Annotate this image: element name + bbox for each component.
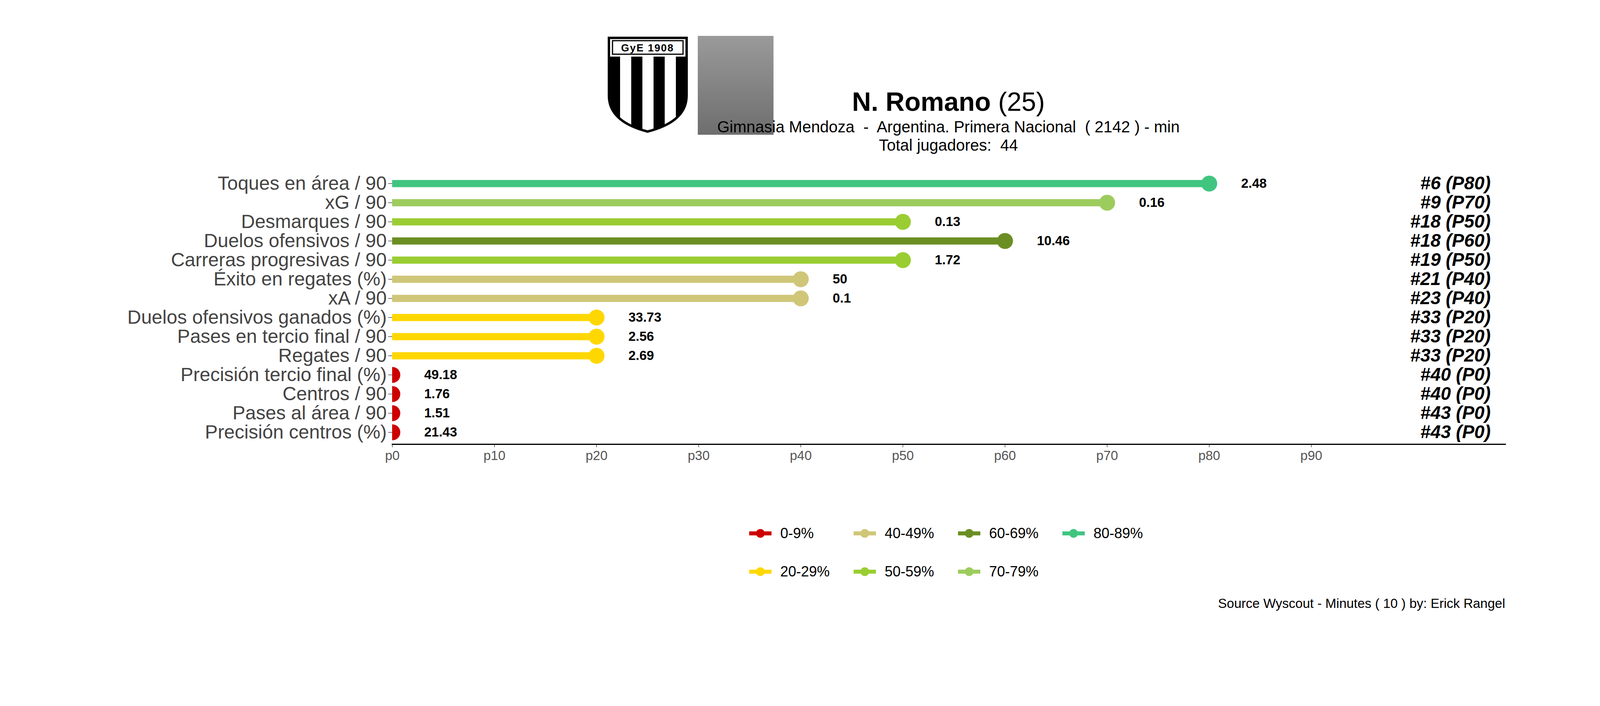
html-text:0-9%: 0-9% [780, 524, 814, 542]
svg-text:p90: p90 [1300, 447, 1323, 463]
svg-text:Centros / 90: Centros / 90 [282, 382, 387, 405]
svg-text:50: 50 [832, 271, 848, 287]
svg-text:xG / 90: xG / 90 [325, 191, 387, 213]
svg-text:0.13: 0.13 [934, 213, 961, 229]
html-text:70-79%: 70-79% [989, 563, 1039, 580]
svg-text:#40 (P0): #40 (P0) [1420, 363, 1491, 385]
svg-text:p0: p0 [384, 447, 400, 463]
svg-text:Carreras progresivas / 90: Carreras progresivas / 90 [170, 249, 387, 271]
svg-text:p80: p80 [1198, 447, 1221, 463]
svg-text:21.43: 21.43 [424, 424, 458, 440]
svg-text:#43 (P0): #43 (P0) [1420, 421, 1491, 442]
svg-text:p70: p70 [1096, 447, 1119, 463]
svg-text:#9 (P70): #9 (P70) [1420, 191, 1491, 213]
html-text:50-59%: 50-59% [884, 563, 935, 580]
svg-text:#33 (P20): #33 (P20) [1409, 344, 1491, 366]
html-text:Source Wyscout - Minutes ( 10: Source Wyscout - Minutes ( 10 ) by: Eric… [1218, 595, 1506, 611]
svg-text:Pases al área / 90: Pases al área / 90 [232, 402, 387, 424]
svg-text:Toques en área / 90: Toques en área / 90 [217, 172, 387, 194]
svg-text:2.48: 2.48 [1240, 175, 1267, 191]
html-text:80-89%: 80-89% [1093, 524, 1143, 542]
svg-text:2.56: 2.56 [628, 328, 654, 344]
svg-text:#43 (P0): #43 (P0) [1420, 402, 1491, 423]
svg-text:#33 (P20): #33 (P20) [1409, 306, 1491, 328]
svg-text:1.51: 1.51 [424, 405, 450, 421]
svg-text:Precisión centros (%): Precisión centros (%) [204, 421, 387, 443]
html-text:Total jugadores: 44: Total jugadores: 44 [878, 136, 1019, 154]
svg-text:Desmarques / 90: Desmarques / 90 [241, 210, 387, 232]
svg-text:Éxito en regates (%): Éxito en regates (%) [213, 268, 387, 290]
svg-text:33.73: 33.73 [628, 309, 662, 325]
svg-text:#23 (P40): #23 (P40) [1409, 287, 1491, 309]
svg-text:0.1: 0.1 [832, 290, 851, 306]
html-text:60-69%: 60-69% [989, 524, 1039, 542]
svg-text:Duelos ofensivos ganados (%): Duelos ofensivos ganados (%) [127, 306, 387, 328]
svg-text:#18 (P50): #18 (P50) [1409, 210, 1491, 232]
svg-text:Pases en tercio final / 90: Pases en tercio final / 90 [177, 325, 387, 347]
svg-text:#40 (P0): #40 (P0) [1420, 382, 1491, 404]
html-text:20-29%: 20-29% [780, 563, 830, 580]
svg-text:1.76: 1.76 [424, 386, 450, 401]
svg-text:p50: p50 [891, 447, 914, 463]
svg-text:Duelos ofensivos / 90: Duelos ofensivos / 90 [204, 229, 387, 252]
svg-text:#19 (P50): #19 (P50) [1409, 249, 1491, 270]
svg-text:GyE 1908: GyE 1908 [620, 41, 674, 54]
svg-text:1.72: 1.72 [934, 252, 961, 267]
svg-text:#6 (P80): #6 (P80) [1420, 172, 1491, 194]
svg-text:Precisión tercio final (%): Precisión tercio final (%) [180, 363, 387, 385]
svg-text:#21 (P40): #21 (P40) [1409, 268, 1491, 289]
svg-text:p30: p30 [687, 447, 710, 463]
svg-text:0.16: 0.16 [1138, 194, 1165, 210]
svg-text:#33 (P20): #33 (P20) [1409, 325, 1491, 347]
svg-text:p10: p10 [483, 447, 506, 463]
svg-text:#18 (P60): #18 (P60) [1409, 229, 1491, 251]
svg-text:p20: p20 [585, 447, 608, 463]
svg-text:p60: p60 [993, 447, 1016, 463]
svg-text:xA / 90: xA / 90 [328, 287, 387, 309]
html-text:40-49%: 40-49% [884, 524, 935, 542]
html-text:N. Romano (25): N. Romano (25) [852, 86, 1045, 117]
html-text:Gimnasia Mendoza - Argentina.: Gimnasia Mendoza - Argentina. Primera Na… [717, 117, 1180, 136]
svg-text:p40: p40 [789, 447, 812, 463]
svg-text:Regates / 90: Regates / 90 [278, 344, 387, 366]
svg-text:2.69: 2.69 [628, 347, 654, 363]
svg-text:10.46: 10.46 [1036, 233, 1070, 248]
svg-text:49.18: 49.18 [424, 367, 458, 382]
